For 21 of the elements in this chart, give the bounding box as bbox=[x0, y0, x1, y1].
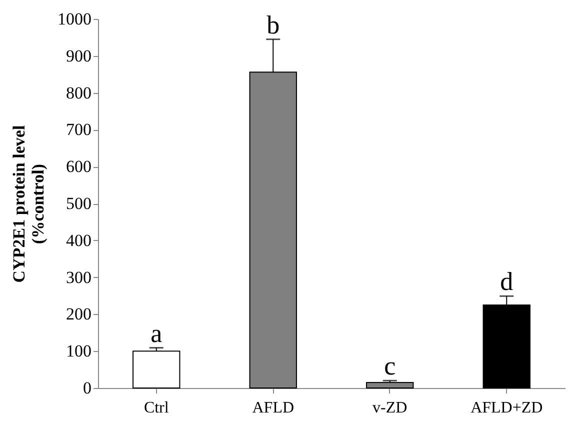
y-axis-title: CYP2E1 protein level (%control) bbox=[10, 125, 48, 283]
y-tick-label: 700 bbox=[66, 120, 92, 140]
annotation: d bbox=[500, 267, 514, 296]
annotation: b bbox=[266, 10, 280, 40]
annotation: a bbox=[150, 318, 163, 348]
y-tick-label: 200 bbox=[66, 304, 92, 324]
y-tick-label: 300 bbox=[66, 268, 92, 287]
bar bbox=[132, 350, 180, 388]
y-tick-label: 400 bbox=[66, 230, 92, 250]
x-tick-label: AFLD+ZD bbox=[470, 400, 543, 416]
y-tick-label: 600 bbox=[66, 157, 92, 176]
x-tick-label: Ctrl bbox=[144, 400, 170, 416]
y-tick-label: 1000 bbox=[58, 10, 92, 28]
annotation: c bbox=[384, 352, 396, 381]
y-tick-label: 100 bbox=[66, 342, 92, 361]
x-tick-label: AFLD bbox=[252, 400, 294, 416]
y-tick-label: 800 bbox=[66, 83, 92, 102]
y-tick-label: 900 bbox=[66, 46, 92, 66]
x-tick-label: v-ZD bbox=[372, 400, 408, 416]
y-tick-label: 500 bbox=[66, 194, 92, 213]
y-tick-label: 0 bbox=[83, 378, 92, 398]
